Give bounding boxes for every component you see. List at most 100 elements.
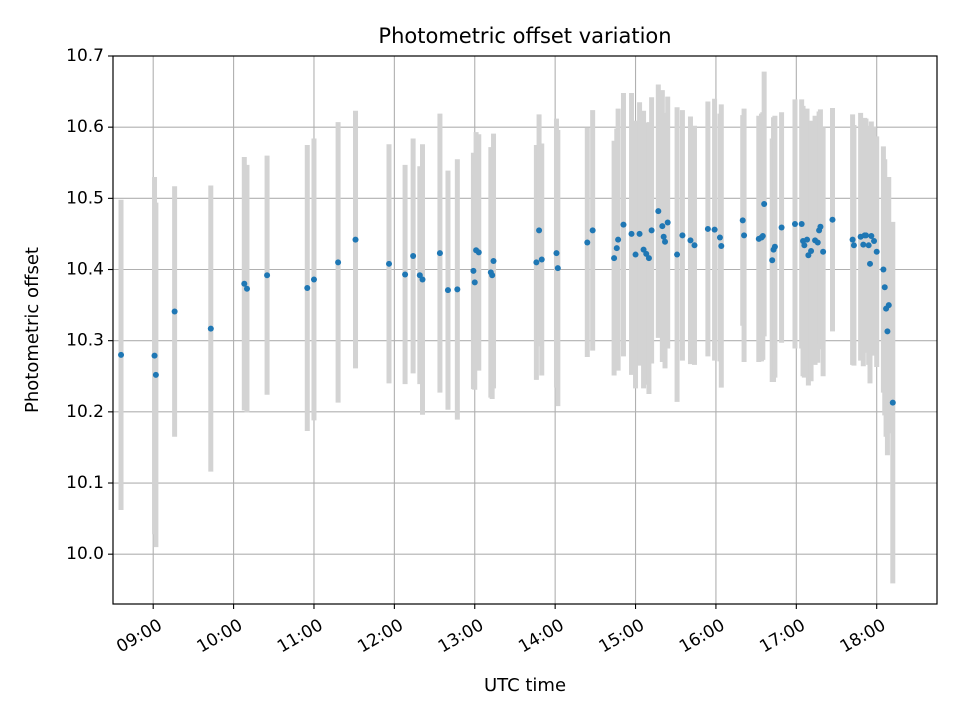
data-point — [553, 250, 560, 257]
plot-frame — [112, 55, 938, 605]
data-point — [151, 352, 158, 359]
data-point — [444, 287, 451, 294]
data-point — [118, 351, 125, 358]
data-point — [817, 223, 824, 230]
data-point — [620, 221, 627, 228]
data-point — [533, 259, 540, 266]
y-tick-label: 10.3 — [66, 331, 104, 351]
y-tick-label: 10.5 — [66, 188, 104, 208]
data-point — [884, 328, 891, 335]
data-point — [885, 302, 892, 309]
data-point — [636, 230, 643, 237]
data-point — [589, 227, 596, 234]
data-point — [805, 252, 812, 259]
data-point — [716, 234, 723, 241]
data-point — [640, 246, 647, 253]
data-point — [584, 239, 591, 246]
data-point — [862, 232, 869, 239]
data-point — [889, 399, 896, 406]
data-point — [207, 325, 214, 332]
data-point — [490, 257, 497, 264]
data-point — [660, 233, 667, 240]
y-tick-label: 10.0 — [66, 544, 104, 564]
data-point — [691, 242, 698, 249]
data-point — [613, 245, 620, 252]
data-point — [536, 227, 543, 234]
data-point — [628, 230, 635, 237]
data-point — [662, 238, 669, 245]
data-point — [419, 276, 426, 283]
data-point — [808, 248, 815, 255]
data-point — [416, 272, 423, 279]
data-point — [849, 236, 856, 243]
data-point — [264, 272, 271, 279]
data-point — [645, 255, 652, 262]
data-point — [554, 265, 561, 272]
data-point — [829, 216, 836, 223]
data-point — [804, 236, 811, 243]
data-point — [436, 250, 443, 257]
data-point — [643, 250, 650, 257]
data-point — [871, 238, 878, 245]
data-point — [243, 285, 250, 292]
data-point — [241, 280, 248, 287]
data-point — [860, 241, 867, 248]
data-point — [659, 223, 666, 230]
data-point — [801, 242, 808, 249]
data-point — [454, 286, 461, 293]
chart-title: Photometric offset variation — [378, 24, 671, 48]
data-point — [814, 239, 821, 246]
data-point — [471, 279, 478, 286]
data-point — [538, 256, 545, 263]
data-point — [655, 208, 662, 215]
data-point — [718, 243, 725, 250]
data-point — [759, 233, 766, 240]
data-point — [410, 252, 417, 259]
data-point — [880, 266, 887, 273]
data-point — [152, 371, 159, 378]
data-point — [648, 227, 655, 234]
data-point — [761, 201, 768, 208]
data-point — [798, 220, 805, 227]
data-point — [386, 260, 393, 267]
data-point — [687, 237, 694, 244]
data-point — [615, 236, 622, 243]
data-point — [489, 272, 496, 279]
data-points — [118, 201, 896, 406]
y-tick-label: 10.4 — [66, 260, 104, 280]
data-point — [335, 259, 342, 266]
data-point — [741, 232, 748, 239]
data-point — [771, 243, 778, 250]
data-point — [820, 248, 827, 255]
data-point — [475, 249, 482, 256]
data-point — [711, 226, 718, 233]
data-point — [873, 248, 880, 255]
data-point — [171, 308, 178, 315]
y-tick-label: 10.7 — [66, 46, 104, 66]
data-point — [632, 251, 639, 258]
data-point — [611, 255, 618, 262]
data-point — [739, 217, 746, 224]
y-tick-label: 10.2 — [66, 402, 104, 422]
data-point — [867, 260, 874, 267]
x-axis-label: UTC time — [484, 675, 566, 696]
data-point — [850, 242, 857, 249]
y-tick-label: 10.1 — [66, 473, 104, 493]
y-axis-label: Photometric offset — [22, 247, 43, 413]
data-point — [769, 257, 776, 264]
data-point — [470, 267, 477, 274]
data-point — [352, 236, 359, 243]
data-point — [791, 220, 798, 227]
data-point — [402, 271, 409, 278]
data-point — [304, 285, 311, 292]
data-point — [865, 242, 872, 249]
data-point — [674, 251, 681, 258]
data-point — [881, 284, 888, 291]
data-point — [704, 225, 711, 232]
y-tick-label: 10.6 — [66, 117, 104, 137]
data-point — [778, 224, 785, 231]
data-point — [664, 219, 671, 226]
data-point — [310, 276, 317, 283]
data-point — [868, 233, 875, 240]
